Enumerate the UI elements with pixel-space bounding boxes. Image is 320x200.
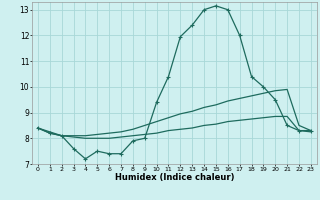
- X-axis label: Humidex (Indice chaleur): Humidex (Indice chaleur): [115, 173, 234, 182]
